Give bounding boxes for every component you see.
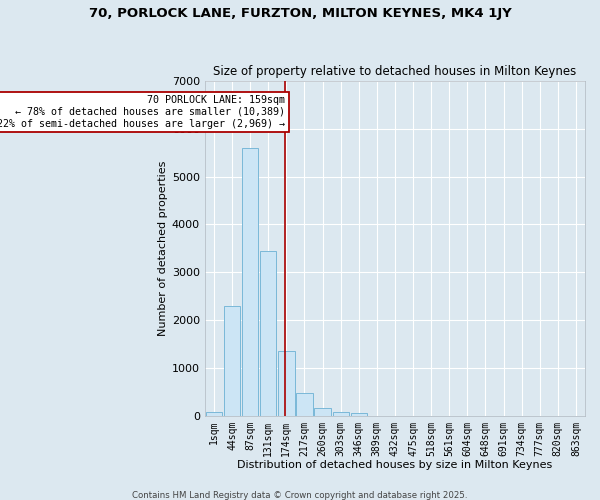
Text: Contains HM Land Registry data © Crown copyright and database right 2025.: Contains HM Land Registry data © Crown c… (132, 490, 468, 500)
Bar (260, 251, 277, 416)
X-axis label: Distribution of detached houses by size in Milton Keynes: Distribution of detached houses by size … (238, 460, 553, 470)
Bar (278, 351, 295, 416)
Bar (296, 393, 313, 415)
Bar (224, 306, 240, 416)
Bar (314, 408, 331, 416)
Bar (242, 148, 259, 415)
Text: 70 PORLOCK LANE: 159sqm
← 78% of detached houses are smaller (10,389)
22% of sem: 70 PORLOCK LANE: 159sqm ← 78% of detache… (0, 96, 285, 128)
Bar (350, 414, 367, 416)
Title: Size of property relative to detached houses in Milton Keynes: Size of property relative to detached ho… (214, 66, 577, 78)
Bar (332, 412, 349, 416)
Text: 70, PORLOCK LANE, FURZTON, MILTON KEYNES, MK4 1JY: 70, PORLOCK LANE, FURZTON, MILTON KEYNES… (89, 8, 511, 20)
Y-axis label: Number of detached properties: Number of detached properties (158, 160, 168, 336)
Bar (206, 412, 222, 416)
